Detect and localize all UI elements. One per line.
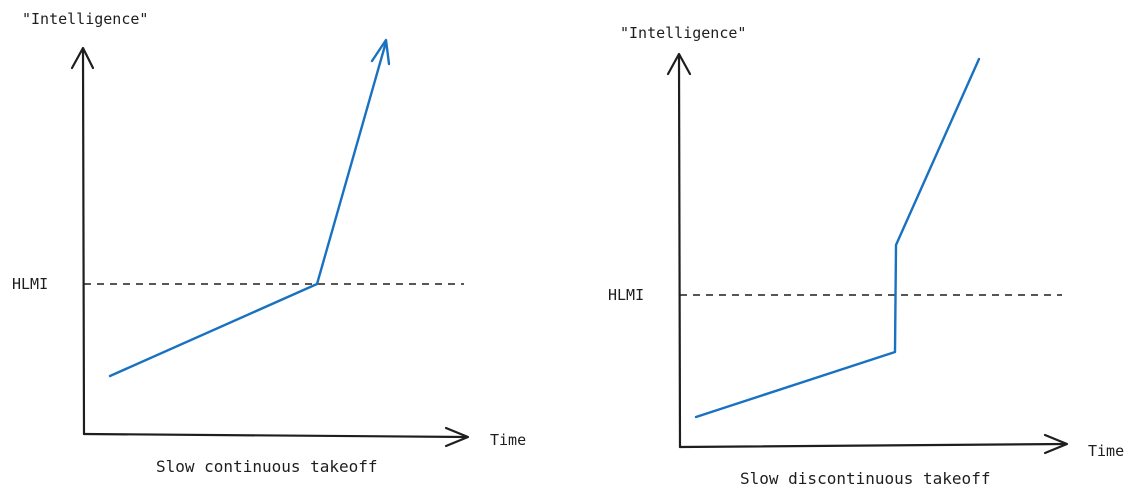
- y-axis-arrowhead: [666, 52, 692, 76]
- panel-discontinuous: "Intelligence" HLMI Time Slow discontinu…: [608, 24, 1124, 488]
- panel-continuous: "Intelligence" HLMI Time Slow continuous…: [12, 10, 526, 476]
- x-axis: [678, 442, 1068, 449]
- hlmi-label: HLMI: [12, 275, 48, 293]
- hlmi-label: HLMI: [608, 286, 644, 304]
- panel-caption: Slow discontinuous takeoff: [740, 469, 990, 488]
- y-axis: [677, 54, 682, 449]
- intelligence-curve: [694, 57, 981, 419]
- panel-caption: Slow continuous takeoff: [156, 457, 378, 476]
- x-axis: [82, 432, 469, 439]
- y-axis-label: "Intelligence": [22, 10, 148, 28]
- x-axis-arrowhead: [1043, 433, 1069, 455]
- y-axis-label: "Intelligence": [620, 24, 746, 42]
- y-axis: [81, 48, 86, 436]
- intelligence-curve: [108, 40, 388, 378]
- x-axis-label: Time: [1088, 442, 1124, 460]
- y-axis-arrowhead: [70, 46, 95, 70]
- x-axis-arrowhead: [444, 426, 470, 448]
- x-axis-label: Time: [490, 431, 526, 449]
- curve-arrowhead: [370, 38, 391, 66]
